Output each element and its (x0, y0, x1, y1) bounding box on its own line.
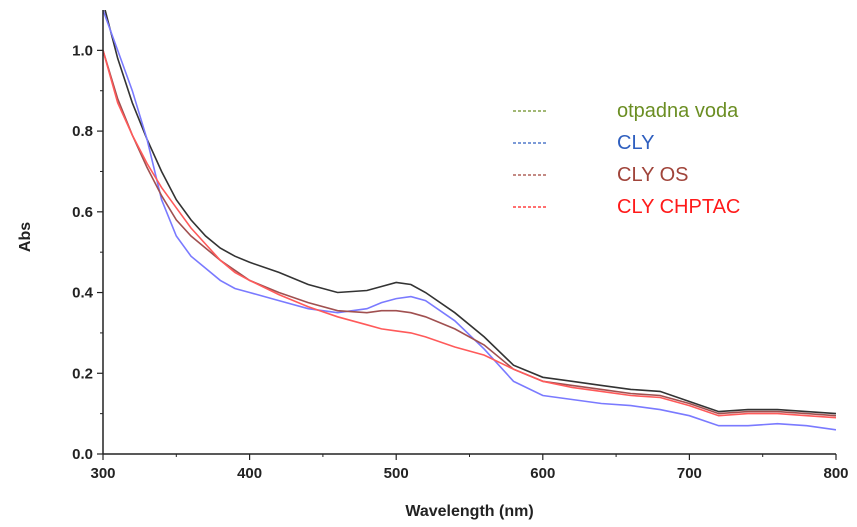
plot-lines (103, 10, 836, 431)
ticks: 300 400 500 600 700 800 0.0 0.2 0.4 0.6 0.8 1.0 (72, 42, 848, 482)
axes (102, 10, 836, 455)
y-tick-label: 0.4 (72, 285, 94, 302)
legend-label: CLY CHPTAC (617, 196, 740, 218)
x-tick-label: 600 (530, 465, 555, 482)
legend-label: CLY OS (617, 164, 689, 186)
y-tick-label: 1.0 (72, 42, 93, 59)
legend-label: CLY (617, 132, 654, 154)
y-tick-label: 0.2 (72, 365, 93, 382)
x-tick-label: 300 (90, 465, 115, 482)
series-line-3 (103, 50, 836, 419)
legend-label: otpadna voda (617, 100, 739, 122)
x-tick-label: 500 (384, 465, 409, 482)
y-axis-label: Abs (17, 222, 34, 252)
y-tick-label: 0.6 (72, 204, 93, 221)
x-tick-label: 800 (823, 465, 848, 482)
legend: otpadna voda CLY CLY OS CLY CHPTAC (513, 100, 740, 218)
x-tick-label: 400 (237, 465, 262, 482)
x-tick-label: 700 (677, 465, 702, 482)
series-line-2 (103, 50, 836, 417)
series-line-1 (103, 10, 836, 431)
y-tick-label: 0.8 (72, 123, 93, 140)
y-tick-label: 0.0 (72, 446, 93, 463)
x-axis-label: Wavelength (nm) (405, 503, 533, 520)
series-line-0 (104, 10, 836, 415)
